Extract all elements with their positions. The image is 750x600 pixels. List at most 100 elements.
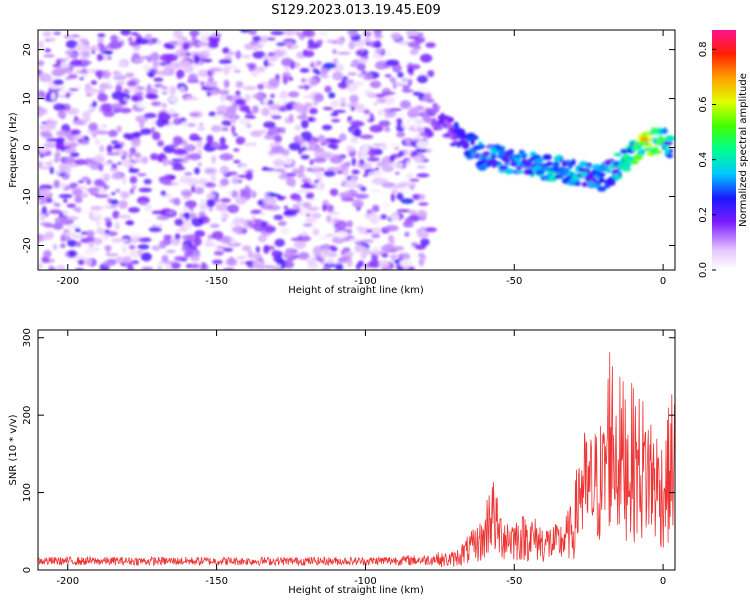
heatmap-cell: [129, 132, 143, 137]
heatmap-cell: [305, 213, 311, 217]
heatmap-cell: [239, 165, 248, 172]
heatmap-cell: [122, 150, 128, 157]
heatmap-cell: [358, 245, 368, 252]
snr-y-tick-label: 300: [22, 328, 33, 347]
heatmap-cell: [341, 196, 349, 202]
heatmap-cell: [250, 130, 263, 137]
heatmap-cell: [143, 178, 152, 185]
heatmap-cell: [368, 171, 382, 176]
heatmap-cell: [206, 91, 212, 97]
heatmap-cell: [279, 90, 289, 100]
heatmap-cell: [406, 137, 411, 147]
heatmap-cell: [150, 101, 162, 107]
heatmap-cell: [137, 173, 147, 177]
heatmap-cell: [311, 212, 322, 219]
heatmap-cell: [373, 102, 378, 106]
heatmap-cell: [191, 217, 204, 227]
heatmap-cell: [54, 151, 61, 159]
heatmap-cell: [38, 73, 52, 83]
heatmap-cell: [296, 31, 301, 37]
heatmap-cell: [88, 122, 99, 131]
heatmap-cell: [407, 36, 421, 39]
heatmap-cell: [51, 117, 62, 121]
heatmap-cell: [80, 59, 88, 65]
heatmap-cell: [70, 34, 81, 38]
heatmap-cell: [97, 93, 108, 102]
heatmap-cell: [350, 120, 365, 127]
heatmap-cell: [396, 192, 404, 201]
heatmap-cell: [332, 236, 345, 244]
heatmap-cell: [384, 225, 399, 232]
heatmap-cell: [385, 51, 393, 57]
heatmap-cell: [316, 39, 323, 45]
heatmap-cell: [197, 162, 202, 167]
heatmap-cell: [389, 154, 396, 162]
heatmap-cell: [153, 68, 159, 75]
heatmap-cell: [420, 238, 430, 247]
heatmap-cell: [300, 131, 312, 141]
heatmap-cell: [148, 226, 162, 233]
heatmap-cell: [235, 80, 244, 89]
heatmap-cell: [368, 259, 381, 268]
heatmap-cell: [38, 262, 44, 270]
heatmap-cell: [320, 142, 328, 146]
heatmap-cell: [360, 159, 365, 165]
heatmap-cell: [233, 159, 241, 164]
heatmap-cell: [74, 227, 81, 233]
heatmap-cell: [75, 241, 82, 248]
heatmap-cell: [171, 262, 181, 269]
heatmap-cell: [384, 126, 391, 133]
heatmap-cell: [358, 73, 363, 78]
heatmap-ridge-cell: [433, 126, 439, 130]
heatmap-ridge-cell: [446, 116, 454, 123]
heatmap-cell: [53, 103, 66, 111]
heatmap-cell: [261, 167, 275, 171]
heatmap-cell: [322, 265, 331, 270]
heatmap-cell: [415, 132, 421, 139]
heatmap-cell: [357, 150, 362, 159]
heatmap-cell: [63, 198, 68, 203]
heatmap-cell: [297, 85, 312, 89]
heatmap-cell: [257, 234, 267, 243]
heatmap-cell: [166, 249, 176, 254]
heatmap-ridge-cell: [431, 118, 437, 123]
heatmap-cell: [43, 250, 52, 258]
heatmap-cell: [241, 55, 251, 59]
heatmap-cell: [219, 94, 226, 102]
heatmap-cell: [350, 106, 356, 112]
heatmap-cell: [309, 107, 318, 115]
heatmap-cell: [129, 249, 141, 258]
heatmap-cell: [263, 197, 277, 206]
heatmap-cell: [104, 51, 113, 55]
heatmap-cell: [152, 59, 159, 69]
heatmap-cell: [67, 224, 81, 229]
heatmap-cell: [78, 73, 92, 78]
heatmap-cell: [66, 203, 77, 208]
heatmap-cell: [168, 95, 182, 104]
heatmap-cell: [86, 105, 93, 110]
heatmap-cell: [49, 209, 62, 214]
heatmap-cell: [115, 84, 123, 94]
heatmap-ridge-cell: [535, 169, 545, 175]
heatmap-cell: [123, 133, 131, 139]
heatmap-cell: [272, 250, 279, 254]
heatmap-cell: [395, 93, 403, 100]
heatmap-cell: [185, 247, 194, 257]
heatmap-cell: [74, 43, 88, 53]
heatmap-cell: [178, 59, 192, 69]
heatmap-cell: [48, 160, 53, 168]
heatmap-cell: [38, 161, 43, 169]
heatmap-cell: [305, 217, 316, 223]
heatmap-cell: [39, 130, 52, 136]
heatmap-cell: [380, 110, 386, 119]
heatmap-cell: [197, 50, 210, 59]
heatmap-cell: [404, 231, 410, 237]
heatmap-cell: [70, 53, 78, 59]
heatmap-cell: [151, 131, 161, 141]
heatmap-cell: [283, 211, 294, 217]
heatmap-cell: [139, 201, 148, 206]
heatmap-cell: [57, 109, 66, 118]
heatmap-cell: [347, 30, 359, 37]
heatmap-cell: [219, 165, 229, 175]
heatmap-cell: [282, 75, 289, 85]
